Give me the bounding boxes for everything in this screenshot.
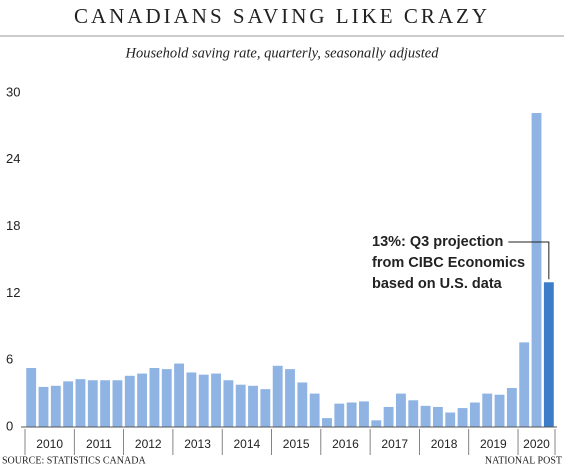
bar [198, 374, 209, 427]
bar [420, 405, 431, 427]
bar [50, 385, 61, 427]
bar [383, 406, 394, 427]
bar [211, 373, 221, 427]
bar [322, 418, 332, 427]
y-tick-label: 12 [6, 285, 20, 300]
bar [235, 384, 246, 427]
annotation-leader [508, 241, 550, 280]
bar [432, 406, 443, 427]
bar [482, 393, 493, 427]
bar [100, 380, 111, 427]
bar [38, 386, 49, 427]
y-tick-label: 24 [6, 151, 20, 166]
bar [137, 373, 148, 427]
subtitle: Household saving rate, quarterly, season… [125, 45, 440, 61]
bar [174, 363, 184, 427]
bar [63, 381, 74, 427]
y-tick-label: 6 [6, 352, 13, 367]
annotation: from CIBC Economics [372, 255, 525, 271]
x-tick-label: 2018 [431, 437, 458, 451]
bar [531, 113, 542, 427]
bar [186, 372, 197, 427]
bar [469, 402, 480, 427]
x-tick-label: 2019 [480, 437, 507, 451]
bar [297, 382, 308, 427]
bar [149, 367, 160, 427]
bar [112, 380, 123, 427]
bar [346, 402, 357, 427]
chart-title: CANADIANS SAVING LIKE CRAZY [74, 4, 490, 28]
bar [494, 394, 505, 427]
y-tick-label: 18 [6, 218, 20, 233]
credit: NATIONAL POST [485, 455, 562, 466]
x-tick-label: 2016 [332, 437, 359, 451]
bar [309, 393, 320, 427]
y-tick-label: 0 [6, 418, 13, 433]
x-tick-label: 2020 [523, 437, 550, 451]
bar [396, 393, 406, 427]
x-tick-label: 2011 [86, 437, 112, 451]
y-tick-label: 30 [6, 84, 20, 99]
x-tick-label: 2013 [184, 437, 211, 451]
bar [359, 401, 369, 427]
bar [124, 375, 135, 427]
x-tick-label: 2014 [234, 437, 261, 451]
bar [371, 420, 382, 427]
x-tick-label: 2015 [283, 437, 310, 451]
x-tick-label: 2017 [381, 437, 408, 451]
bar [445, 412, 456, 427]
annotation: 13%: Q3 projection [372, 234, 503, 250]
bar [334, 403, 345, 427]
bar [285, 369, 295, 427]
x-tick-label: 2010 [36, 437, 63, 451]
bar [223, 380, 234, 427]
bar [543, 282, 554, 427]
bar [87, 380, 98, 427]
bar [408, 400, 419, 427]
bar [506, 388, 517, 427]
bar [26, 367, 37, 427]
bar [457, 408, 468, 427]
bar [272, 365, 283, 427]
bar [260, 389, 271, 427]
bar [519, 342, 530, 427]
bar [75, 379, 86, 427]
annotation: based on U.S. data [372, 276, 503, 292]
bar [248, 385, 258, 427]
x-tick-label: 2012 [135, 437, 162, 451]
source: SOURCE: STATISTICS CANADA [2, 455, 146, 466]
bar [161, 369, 172, 427]
